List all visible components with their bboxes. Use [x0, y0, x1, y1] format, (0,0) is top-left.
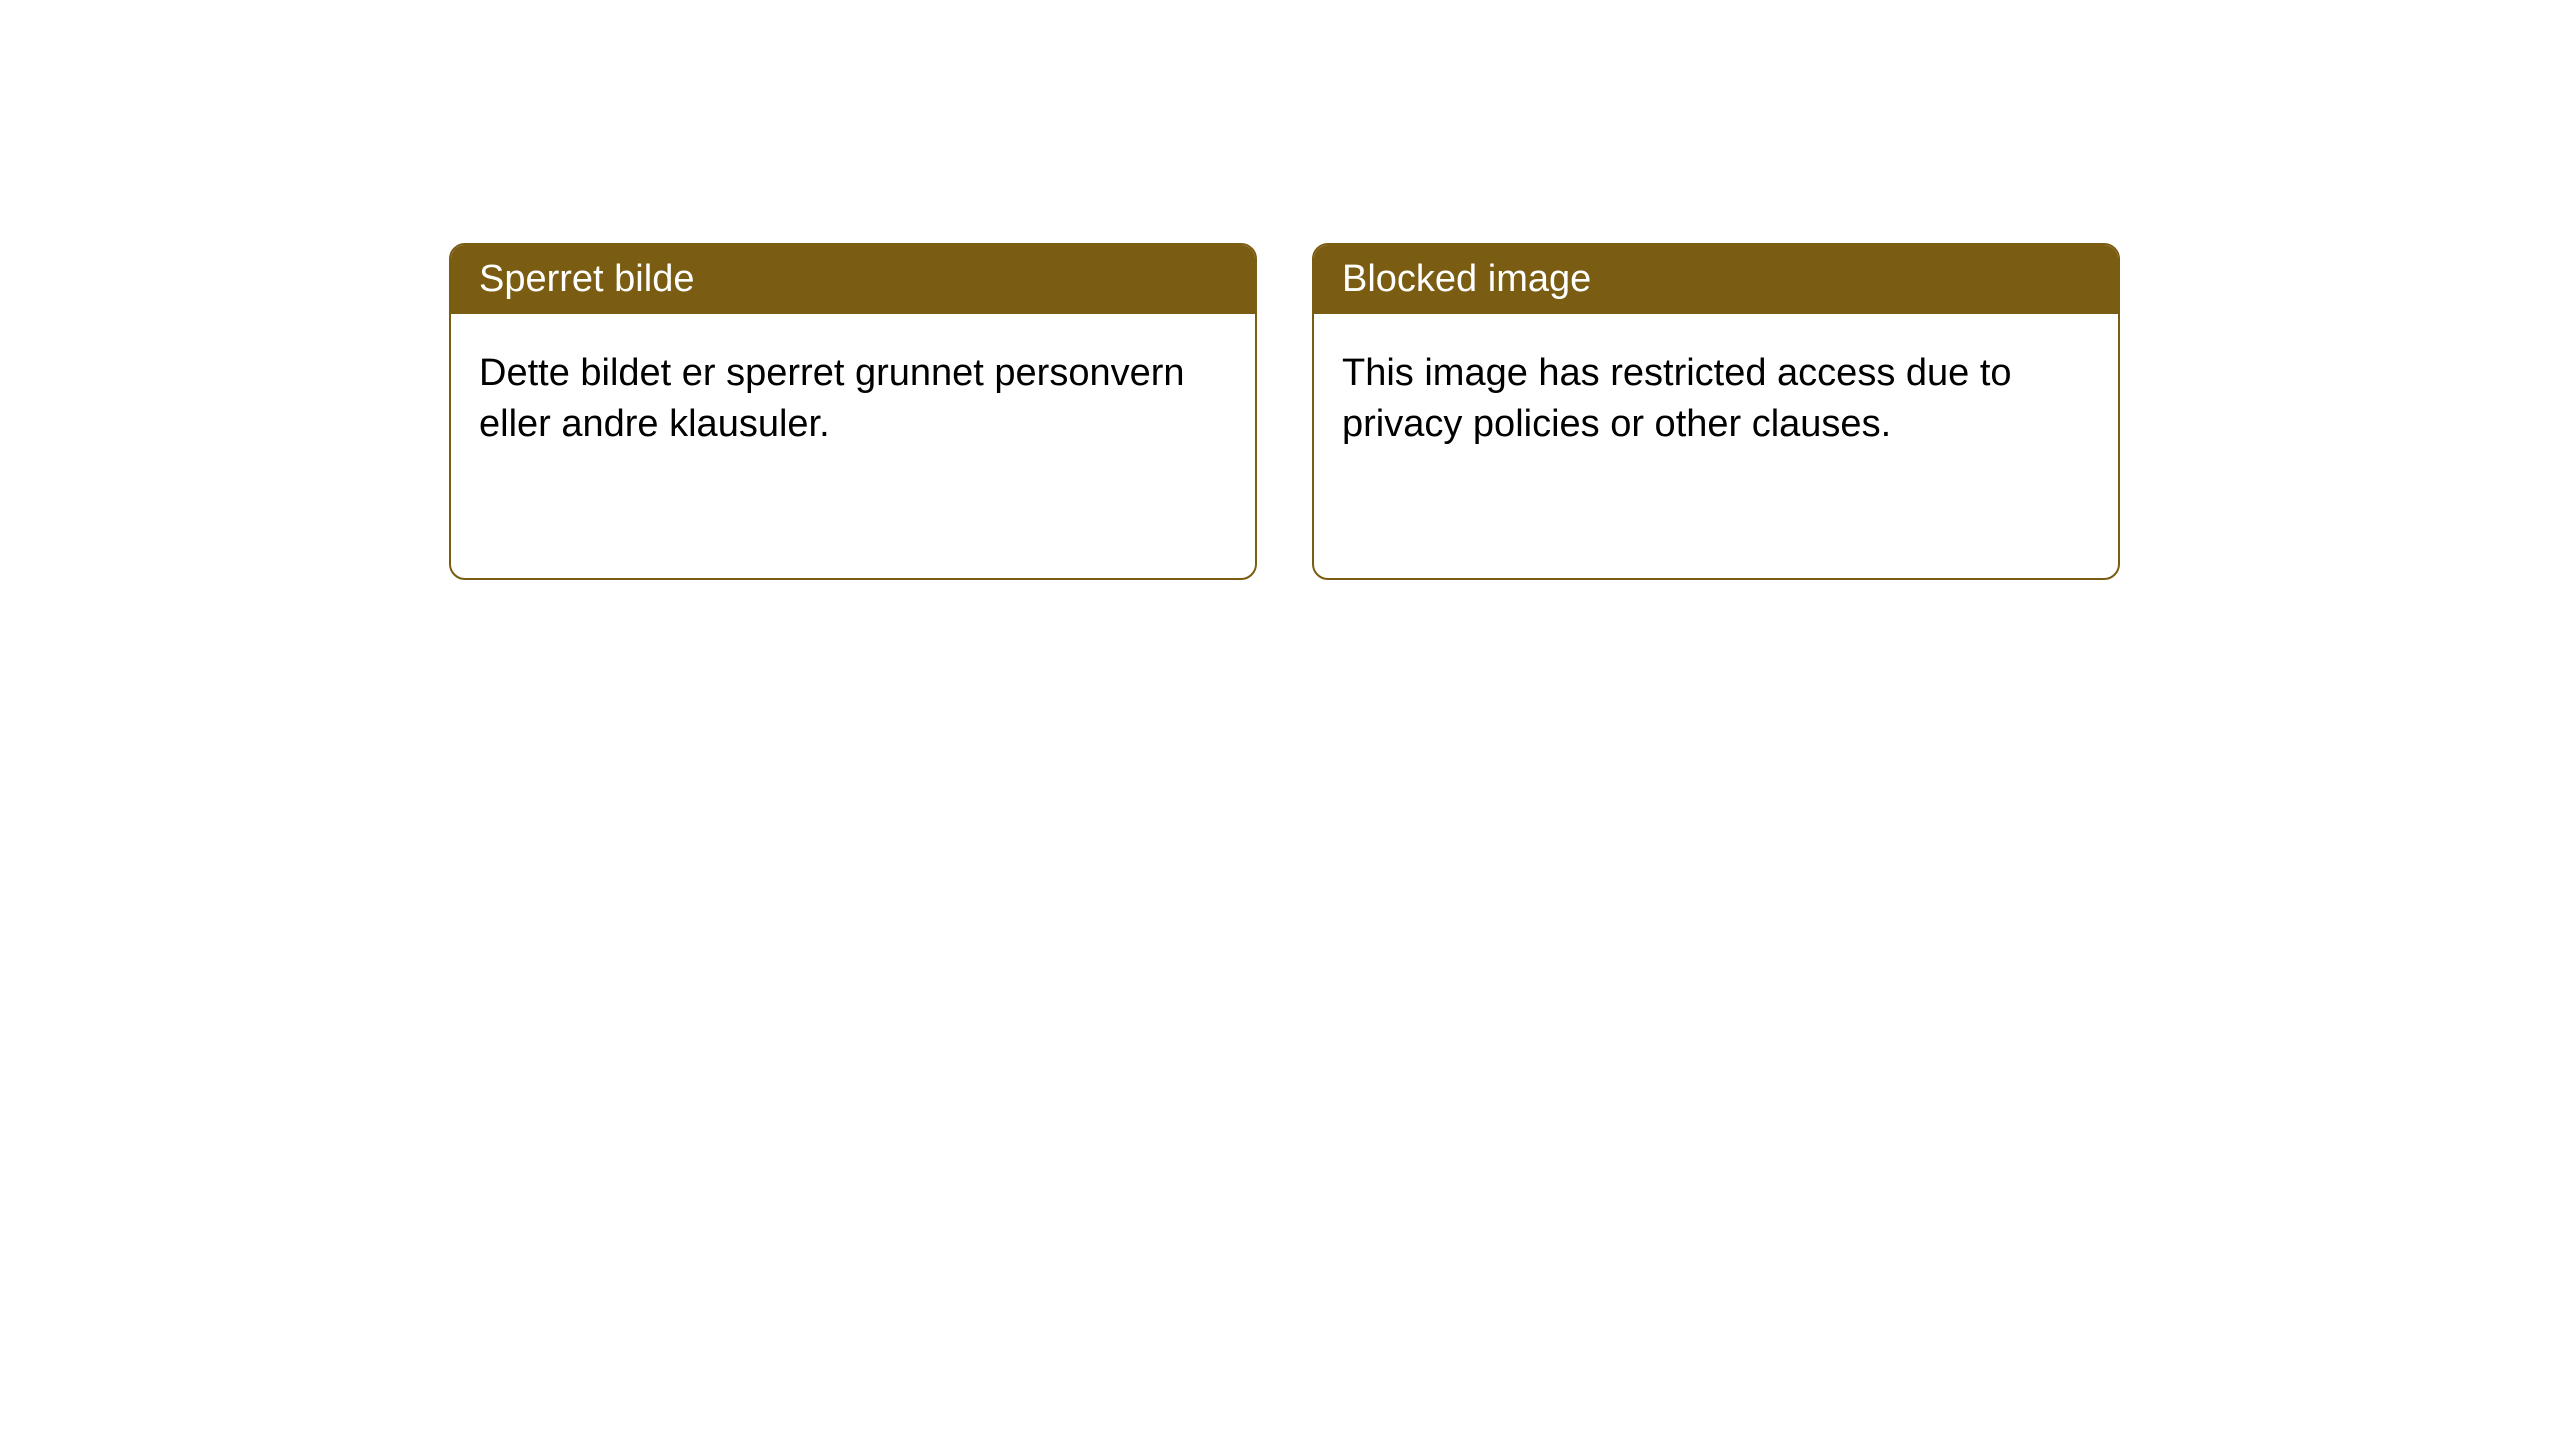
notice-body-norwegian: Dette bildet er sperret grunnet personve…: [451, 314, 1255, 485]
notice-header-english: Blocked image: [1314, 245, 2118, 314]
notice-card-english: Blocked image This image has restricted …: [1312, 243, 2120, 580]
notice-container: Sperret bilde Dette bildet er sperret gr…: [449, 243, 2120, 580]
notice-card-norwegian: Sperret bilde Dette bildet er sperret gr…: [449, 243, 1257, 580]
notice-header-norwegian: Sperret bilde: [451, 245, 1255, 314]
notice-body-english: This image has restricted access due to …: [1314, 314, 2118, 485]
